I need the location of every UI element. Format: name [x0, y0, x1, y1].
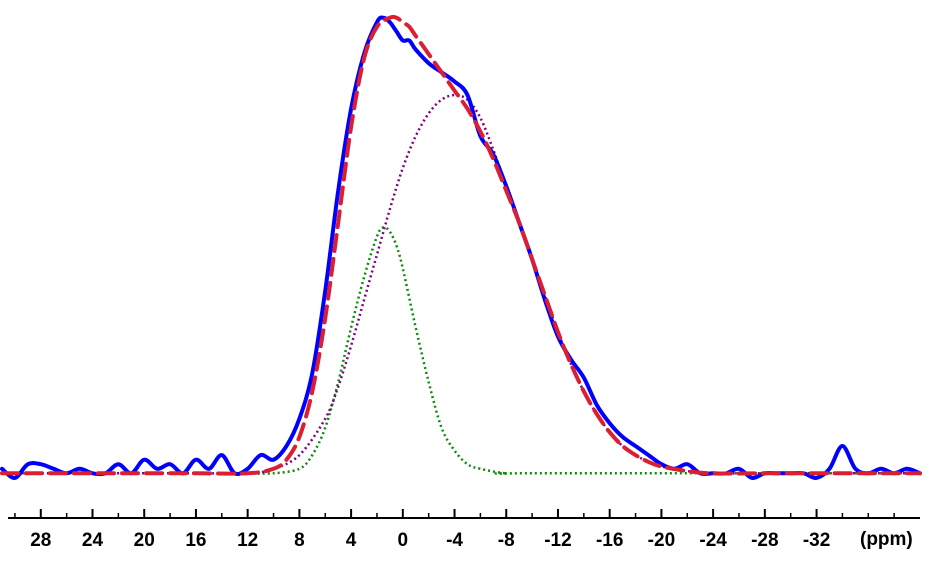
x-tick-label: -24 — [699, 530, 727, 551]
x-tick-label: -16 — [596, 530, 623, 551]
x-tick-label: 8 — [294, 530, 305, 551]
x-tick-label: -28 — [751, 530, 778, 551]
experimental-spectrum-line — [0, 15, 922, 480]
fit-envelope-line — [0, 14, 922, 476]
x-tick-label: 0 — [398, 530, 409, 551]
x-tick-label: 12 — [237, 530, 258, 551]
x-tick-label: -4 — [446, 530, 463, 551]
x-axis: 28 24 20 16 12 8 4 0 -4 -8 -12 -16 -20 -24 -28 -32 — [8, 509, 920, 551]
x-tick-label: 24 — [82, 530, 104, 551]
x-axis-unit-label: (ppm) — [860, 529, 913, 550]
series-layer — [0, 14, 922, 480]
x-tick-label: -32 — [803, 530, 830, 551]
x-tick-label: 16 — [185, 530, 206, 551]
x-tick-label: 28 — [30, 530, 51, 551]
narrow-component-line — [247, 225, 920, 475]
x-tick-label: -8 — [498, 530, 515, 551]
x-axis-ticks: 28 24 20 16 12 8 4 0 -4 -8 -12 -16 -20 -24 -28 -32 — [14, 509, 895, 551]
x-tick-label: -20 — [648, 530, 675, 551]
x-tick-label: -12 — [544, 530, 571, 551]
broad-component-line — [1, 93, 920, 475]
x-tick-label: 20 — [134, 530, 155, 551]
x-tick-label: 4 — [346, 530, 357, 551]
